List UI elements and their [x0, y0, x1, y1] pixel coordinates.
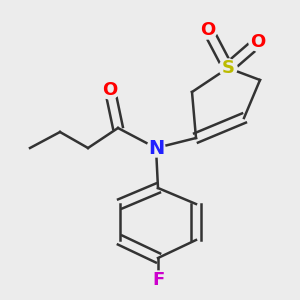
- Circle shape: [101, 81, 119, 99]
- Circle shape: [249, 33, 267, 51]
- Circle shape: [147, 139, 165, 157]
- Text: O: O: [250, 33, 266, 51]
- Text: O: O: [102, 81, 118, 99]
- Text: S: S: [221, 59, 235, 77]
- Circle shape: [199, 21, 217, 39]
- Circle shape: [219, 59, 237, 77]
- Circle shape: [149, 271, 167, 289]
- Text: O: O: [200, 21, 216, 39]
- Text: N: N: [148, 139, 164, 158]
- Text: F: F: [152, 271, 164, 289]
